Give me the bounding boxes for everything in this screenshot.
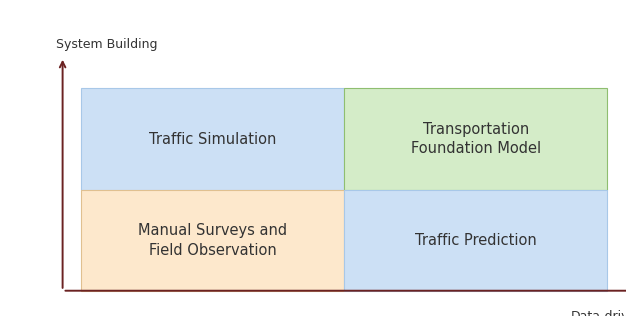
Text: Transportation
Foundation Model: Transportation Foundation Model [411,122,541,156]
Text: Manual Surveys and
Field Observation: Manual Surveys and Field Observation [138,223,287,258]
Bar [81,190,344,291]
Text: Traffic Prediction: Traffic Prediction [415,233,536,248]
Text: Traffic Simulation: Traffic Simulation [149,131,277,147]
Text: System Building: System Building [56,38,158,51]
Bar [81,88,344,190]
Text: Data-driven: Data-driven [571,310,626,316]
Bar [344,88,607,190]
Bar [344,190,607,291]
